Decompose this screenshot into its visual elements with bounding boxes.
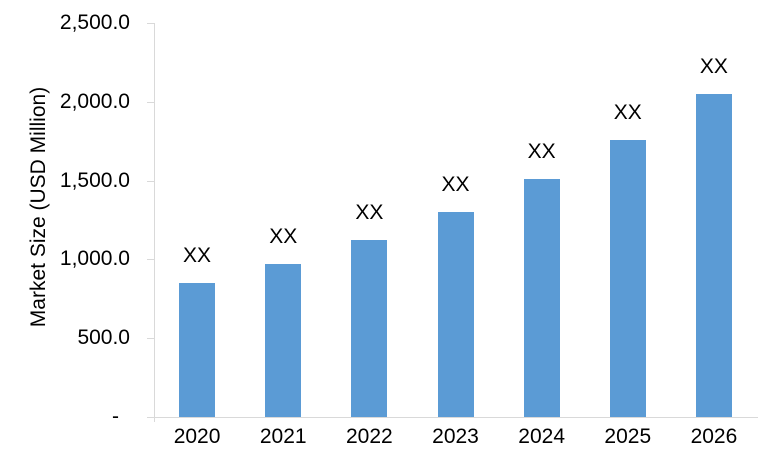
bar-2022 (351, 240, 388, 417)
bar-value-label: XX (613, 100, 642, 124)
y-tick-mark (147, 417, 154, 418)
x-tick-label: 2026 (690, 425, 738, 448)
x-tick-label: 2023 (432, 425, 479, 448)
y-tick-mark (147, 23, 154, 24)
bar-value-label: XX (355, 201, 384, 225)
y-tick-mark (147, 259, 154, 261)
bar-value-label: XX (699, 54, 728, 78)
bar-2024 (523, 179, 560, 417)
y-tick-mark (147, 101, 154, 103)
bar-2021 (265, 264, 302, 417)
bar-value-label: XX (183, 244, 212, 268)
bar-value-label: XX (441, 173, 470, 197)
x-axis-corner-tick (154, 417, 155, 422)
x-tick-label: 2021 (259, 425, 307, 448)
bar-2023 (437, 212, 474, 417)
x-tick-label: 2020 (173, 425, 221, 448)
x-axis-line (154, 417, 758, 418)
y-tick-label: 2,500.0 (59, 11, 130, 34)
x-tick-label: 2024 (518, 425, 565, 448)
y-tick-label: 500.0 (77, 326, 130, 350)
bar-2020 (179, 283, 216, 417)
x-tick-label: 2022 (345, 425, 393, 448)
y-tick-mark (147, 180, 154, 182)
y-tick-label: 2,000.0 (59, 89, 130, 113)
y-tick-mark (147, 338, 154, 340)
bar-value-label: XX (269, 225, 298, 249)
y-axis-line (154, 23, 155, 417)
bar-2025 (609, 139, 646, 417)
y-tick-label: - (112, 405, 119, 428)
bar-2026 (695, 93, 732, 417)
bar-value-label: XX (527, 140, 556, 164)
x-tick-label: 2025 (604, 425, 652, 448)
y-tick-label: 1,000.0 (59, 247, 130, 271)
y-tick-label: 1,500.0 (59, 168, 130, 192)
